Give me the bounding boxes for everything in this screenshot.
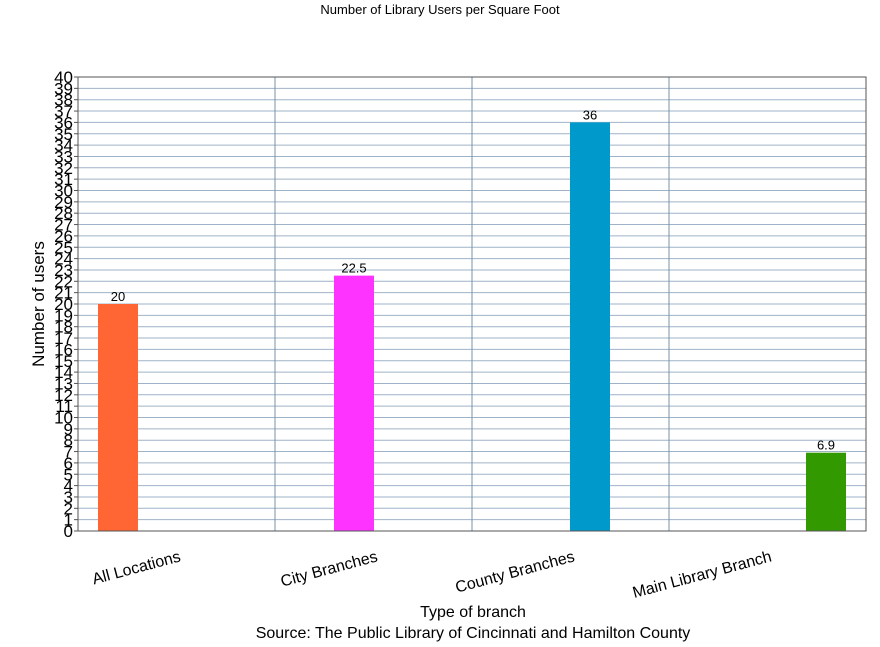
y-tick-label: 13 [54,374,73,393]
source-note: Source: The Public Library of Cincinnati… [255,625,691,642]
y-tick-label: 18 [54,318,73,337]
bar-all-locations [98,304,138,531]
y-tick-label: 30 [54,182,73,201]
y-tick-label: 33 [54,147,73,166]
y-tick-label: 37 [54,102,73,121]
y-tick-label: 34 [54,136,73,155]
y-axis-label: Number of users [29,241,48,367]
x-tick-label: County Branches [454,548,577,596]
x-axis-label: Type of branch [420,604,526,621]
y-tick-label: 24 [54,250,73,269]
bar-value-labels: 20 22.5 36 6.9 [111,107,835,452]
y-tick-label: 8 [64,431,73,450]
bar-value-label: 20 [111,289,125,304]
y-tick-label: 29 [54,193,73,212]
y-tick-label: 10 [54,409,73,428]
bar-value-label: 36 [583,107,597,122]
y-tick-label: 12 [54,386,73,405]
x-tick-label: Main Library Branch [631,548,774,601]
y-tick-label: 3 [64,488,73,507]
bar-value-label: 22.5 [341,261,366,276]
y-tick-label: 38 [54,91,73,110]
y-tick-label: 22 [54,272,73,291]
y-tick-label: 7 [64,443,73,462]
y-tick-label: 27 [54,216,73,235]
y-tick-label: 17 [54,329,73,348]
plot-frame [77,76,867,532]
y-tick-label: 14 [54,363,73,382]
y-tick-label: 2 [64,499,73,518]
chart-title: Number of Library Users per Square Foot [320,2,560,17]
y-tick-label: 26 [54,227,73,246]
y-tick-label: 9 [64,420,73,439]
y-tick-label: 31 [54,170,73,189]
y-tick-label: 20 [54,295,73,314]
x-tick-labels: All Locations City Branches County Branche… [91,548,774,601]
y-tick-label: 19 [54,306,73,325]
bar-value-label: 6.9 [817,438,835,453]
x-tick-label: City Branches [279,548,380,590]
bar-main-library-branch [806,452,846,531]
y-tick-label: 28 [54,204,73,223]
y-tick-label: 32 [54,159,73,178]
y-tick-label: 40 [54,68,73,87]
y-tick-label: 35 [54,125,73,144]
vertical-gridlines [274,77,670,531]
y-tick-label: 36 [54,113,73,132]
y-tick-label: 16 [54,340,73,359]
y-tick-labels: 0123456789101112131415161718192021222324… [54,68,78,541]
bars [98,122,846,532]
y-tick-label: 21 [54,284,73,303]
y-tick-label: 6 [64,454,73,473]
y-tick-label: 39 [54,79,73,98]
y-tick-label: 15 [54,352,73,371]
bar-county-branches [570,122,610,532]
x-tick-label: All Locations [91,548,183,588]
y-tick-label: 23 [54,261,73,280]
y-tick-label: 1 [64,511,73,530]
y-tick-label: 11 [55,397,73,416]
y-tick-label: 0 [64,522,73,541]
y-tick-label: 4 [64,477,73,496]
y-tick-label: 25 [54,238,73,257]
bar-city-branches [334,275,374,531]
y-tick-label: 5 [64,465,73,484]
